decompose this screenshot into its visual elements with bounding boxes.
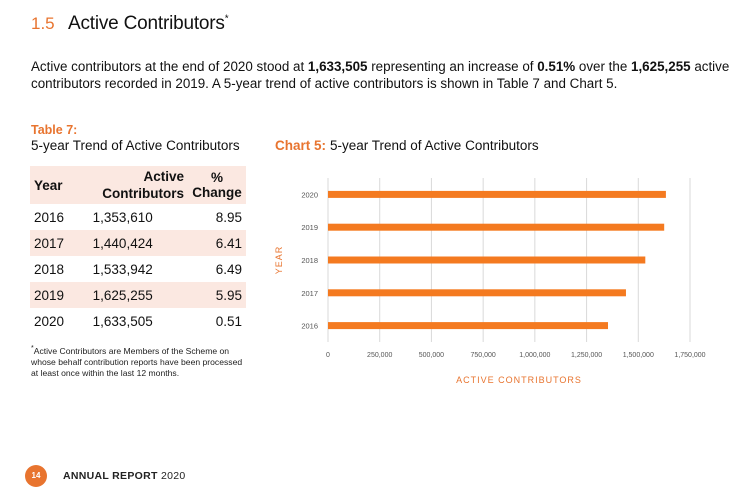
x-tick-label: 1,000,000 (519, 352, 550, 359)
intro-text-2: representing an increase of (367, 59, 538, 74)
x-tick-label: 0 (326, 352, 330, 359)
cell-active: 1,625,255 (88, 282, 189, 308)
table-label: Table 7: (31, 123, 78, 137)
cell-pct: 6.49 (215, 261, 242, 277)
bar (328, 190, 666, 198)
cell-active: 1,633,505 (92, 313, 153, 329)
footer-label-year: 2020 (160, 470, 186, 482)
cell-pct: 5.95 (188, 282, 246, 308)
chart-label: Chart 5: (275, 138, 327, 153)
table-title: 5-year Trend of Active Contributors (31, 138, 240, 153)
header-active-line2: Contributors (102, 186, 185, 201)
section-title: Active Contributors* (68, 13, 229, 35)
header-active-line1: Active (143, 169, 185, 184)
bar (328, 223, 665, 231)
page-number-badge: 14 (25, 465, 47, 487)
bar (328, 322, 609, 330)
y-tick-label: 2020 (301, 190, 318, 199)
cell-year: 2018 (34, 261, 65, 277)
intro-value-2020: 1,633,505 (307, 59, 368, 74)
y-tick-label: 2016 (301, 322, 318, 331)
intro-paragraph: Active contributors at the end of 2020 s… (31, 58, 731, 92)
bar (328, 289, 626, 297)
active-contributors-bar-chart: 2016 2017 2018 2019 2020 0 250,000 500,000 750,0… (274, 178, 706, 385)
x-tick-label: 500,000 (419, 352, 444, 359)
intro-pct: 0.51% (537, 59, 576, 74)
cell-pct: 6.41 (188, 230, 246, 256)
cell-year: 2017 (30, 230, 89, 256)
y-tick-label: 2018 (301, 256, 318, 265)
table-row: 2019 1,625,255 5.95 (30, 282, 246, 308)
header-pct-change: % Change (188, 166, 246, 204)
x-tick-label: 250,000 (367, 352, 392, 359)
table-row: 2017 1,440,424 6.41 (30, 230, 246, 256)
y-tick-label: 2019 (301, 223, 318, 232)
section-title-text: Active Contributors (68, 13, 225, 34)
table-footnote: *Active Contributors are Members of the … (31, 343, 251, 379)
section-title-mark: * (224, 13, 229, 25)
x-axis-title: ACTIVE CONTRIBUTORS (456, 375, 582, 385)
cell-year: 2019 (30, 282, 89, 308)
intro-text-3: over the (575, 59, 632, 74)
x-tick-label: 1,500,000 (623, 352, 654, 359)
header-active-contributors: Active Contributors (88, 166, 189, 204)
header-year: Year (30, 166, 89, 204)
x-tick-label: 1,250,000 (571, 352, 602, 359)
intro-text-4: active contributors recorded in 2019. A … (31, 59, 730, 91)
footnote-text: Active Contributors are Members of the S… (31, 345, 243, 378)
bar (328, 256, 646, 264)
section-number: 1.5 (31, 14, 55, 33)
cell-active: 1,440,424 (88, 230, 189, 256)
contributors-table: Year Active Contributors % Change 2016 1,… (30, 166, 246, 334)
cell-year: 2020 (34, 313, 65, 329)
x-tick-label: 750,000 (470, 352, 495, 359)
x-tick-label: 1,750,000 (674, 352, 705, 359)
footnote-mark: * (31, 345, 34, 352)
table-row: 2016 1,353,610 8.95 (30, 204, 246, 230)
cell-pct: 8.95 (215, 209, 242, 225)
intro-value-2019: 1,625,255 (631, 59, 691, 74)
y-axis-title: YEAR (274, 246, 284, 275)
footer-label-bold: ANNUAL REPORT (63, 470, 158, 482)
cell-active: 1,353,610 (92, 209, 153, 225)
table-row: 2018 1,533,942 6.49 (30, 256, 246, 282)
footer-label: ANNUAL REPORT 2020 (63, 470, 186, 482)
cell-pct: 0.51 (215, 313, 242, 329)
chart-title: 5-year Trend of Active Contributors (330, 138, 539, 153)
intro-text-1: Active contributors at the end of 2020 s… (31, 59, 308, 74)
y-tick-label: 2017 (301, 289, 318, 298)
table-header-row: Year Active Contributors % Change (30, 166, 246, 204)
cell-active: 1,533,942 (92, 261, 153, 277)
table-row: 2020 1,633,505 0.51 (30, 308, 246, 334)
cell-year: 2016 (34, 209, 65, 225)
